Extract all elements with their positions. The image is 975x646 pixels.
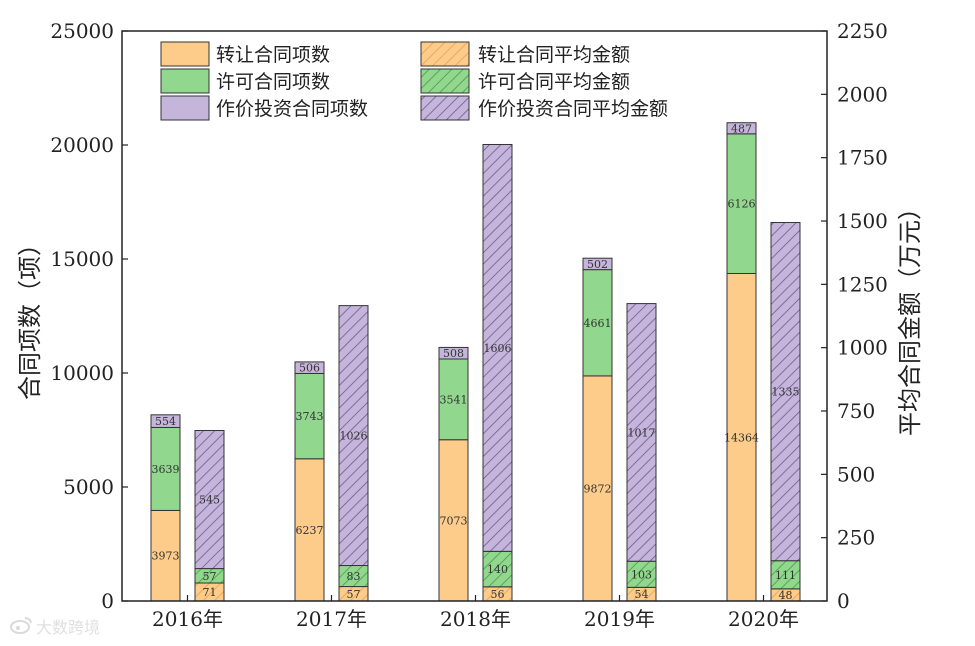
right-tick-label: 2000 (837, 82, 888, 106)
x-tick-label: 2020年 (728, 607, 799, 631)
left-tick-label: 20000 (50, 133, 114, 157)
x-tick-label: 2016年 (152, 607, 223, 631)
value-label: 1335 (772, 386, 800, 399)
weibo-icon (10, 617, 32, 634)
bar-amount-license (482, 550, 513, 588)
legend-label: 许可合同平均金额 (478, 71, 630, 93)
value-label: 6126 (728, 198, 756, 211)
watermark-text: 大数跨境 (36, 618, 100, 637)
bar-amount-invest (338, 305, 369, 567)
watermark: 大数跨境 (10, 617, 100, 637)
left-tick-label: 15000 (50, 247, 114, 271)
value-label: 57 (347, 588, 361, 601)
bar-amount-invest (626, 303, 657, 562)
value-label: 554 (155, 415, 176, 428)
value-label: 506 (299, 362, 320, 375)
bar-count-license (150, 426, 181, 511)
value-labels-layer: 3973 3639 554 71 57 545 6237 3743 506 57 83 1026 707… (152, 122, 800, 602)
right-tick-label: 250 (837, 526, 875, 550)
right-tick-label: 1750 (837, 146, 888, 170)
bar-count-invest (438, 346, 469, 360)
value-label: 54 (635, 588, 649, 601)
left-axis-title: 合同项数（项） (16, 232, 44, 400)
bar-amount-license (626, 560, 657, 588)
value-label: 103 (631, 568, 652, 581)
right-tick-label: 500 (837, 462, 875, 486)
value-label: 6237 (296, 524, 324, 537)
value-label: 9872 (584, 482, 612, 495)
value-label: 7073 (440, 514, 468, 527)
x-tick-label: 2019年 (584, 607, 655, 631)
value-label: 140 (487, 563, 508, 576)
left-tick-label: 10000 (50, 361, 114, 385)
bar-count-invest (582, 257, 613, 271)
bar-count-transfer (582, 375, 613, 602)
value-label: 4661 (584, 317, 612, 330)
x-axis: 2016年 2017年 2018年 2019年 2020年 (152, 595, 799, 631)
bar-amount-invest (194, 430, 225, 570)
value-label: 3541 (440, 393, 468, 406)
value-label: 1017 (628, 426, 656, 439)
legend-label: 转让合同平均金额 (478, 44, 630, 66)
right-tick-label: 0 (837, 589, 850, 613)
value-label: 1026 (340, 430, 368, 443)
bar-count-invest (294, 361, 325, 374)
bar-count-invest (726, 122, 757, 135)
legend-label: 转让合同项数 (216, 44, 330, 66)
value-label: 111 (775, 569, 796, 582)
left-axis: 0 5000 10000 15000 20000 25000 (50, 19, 128, 613)
value-label: 3743 (296, 410, 324, 423)
legend-swatch (420, 95, 470, 121)
left-tick-label: 0 (101, 589, 114, 613)
bar-count-license (438, 358, 469, 441)
bar-count-license (582, 269, 613, 377)
legend-label: 许可合同项数 (216, 71, 330, 93)
right-axis: 0 250 500 750 1000 1250 1500 1750 2000 2250 (821, 19, 888, 613)
x-tick-label: 2017年 (296, 607, 367, 631)
value-label: 502 (587, 258, 608, 271)
value-label: 83 (347, 570, 361, 583)
right-tick-label: 1250 (837, 272, 888, 296)
bars-layer (150, 122, 801, 602)
value-label: 545 (199, 494, 220, 507)
right-tick-label: 2250 (837, 19, 888, 43)
legend-label: 作价投资合同平均金额 (478, 98, 668, 120)
right-tick-label: 1000 (837, 336, 888, 360)
legend-swatch (420, 41, 470, 67)
value-label: 14364 (724, 431, 759, 444)
bar-count-transfer (726, 273, 757, 602)
bar-amount-invest (482, 143, 513, 552)
left-tick-label: 5000 (63, 475, 114, 499)
bar-amount-license (770, 560, 801, 590)
right-tick-label: 750 (837, 399, 875, 423)
legend-swatch (160, 68, 210, 94)
value-label: 48 (779, 589, 793, 602)
value-label: 3639 (152, 463, 180, 476)
right-axis-title: 平均合同金额（万元） (896, 196, 924, 436)
right-tick-label: 1500 (837, 209, 888, 233)
legend-swatch (160, 95, 210, 121)
bar-count-transfer (150, 509, 181, 602)
left-tick-label: 25000 (50, 19, 114, 43)
value-label: 1606 (484, 342, 512, 355)
value-label: 3973 (152, 550, 180, 563)
bar-count-invest (150, 414, 181, 428)
bar-amount-invest (770, 222, 801, 562)
legend-swatch (160, 41, 210, 67)
plot-frame (121, 30, 828, 602)
x-tick-label: 2018年 (440, 607, 511, 631)
legend-swatch (420, 68, 470, 94)
value-label: 57 (203, 570, 217, 583)
value-label: 508 (443, 347, 464, 360)
value-label: 56 (491, 588, 505, 601)
legend-label: 作价投资合同项数 (216, 98, 368, 120)
value-label: 71 (203, 586, 217, 599)
value-label: 487 (731, 122, 752, 135)
